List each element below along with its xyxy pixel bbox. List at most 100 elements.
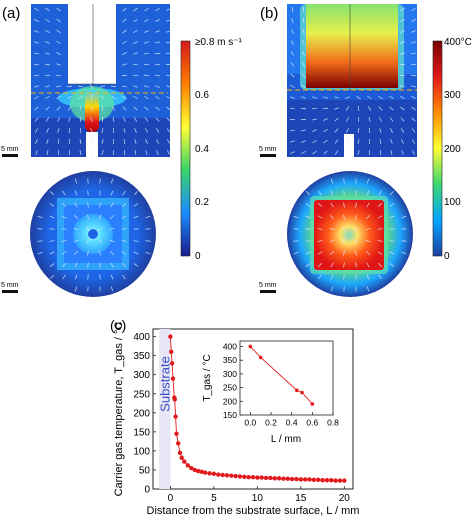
panel-b-scale-text-bottom: 5 mm xyxy=(259,282,277,289)
main-data-point xyxy=(216,472,221,477)
main-data-point xyxy=(199,469,204,475)
panel-b-scale-text-top: 5 mm xyxy=(259,146,277,153)
panel-a-colorbar-tick-3: 0.2 xyxy=(195,197,209,208)
main-y-tick-label: 0 xyxy=(144,485,150,496)
main-data-point xyxy=(255,475,260,480)
main-data-point xyxy=(182,459,187,464)
main-data-point xyxy=(189,465,194,471)
main-data-point xyxy=(281,476,286,481)
main-data-point xyxy=(211,471,217,476)
main-x-tick-label: 0 xyxy=(168,493,174,504)
inset-y-axis-label: T_gas / °C xyxy=(202,354,213,401)
panel-a-scale-bar-top: 5 mm xyxy=(1,146,19,157)
main-data-point xyxy=(233,473,238,479)
main-data-point xyxy=(250,474,256,480)
main-data-point xyxy=(173,414,178,419)
main-y-tick-label: 350 xyxy=(133,351,150,362)
main-data-point xyxy=(196,468,201,474)
inset-chart: 0.0 0.2 0.4 0.6 0.8 150 200 250 300 350 400 L / mm… xyxy=(202,340,339,445)
inset-y-tick-label: 150 xyxy=(223,410,237,420)
main-x-tick-label: 15 xyxy=(295,493,307,504)
inset-data-point xyxy=(300,390,304,395)
main-data-point xyxy=(169,361,175,366)
panel-a-scale-text-bottom: 5 mm xyxy=(1,282,19,289)
main-data-point xyxy=(185,463,190,468)
main-y-tick-label: 100 xyxy=(133,446,150,457)
panel-c: (c) Substrate 0 5 10 15 20050100150200250300… xyxy=(110,317,359,517)
main-data-point xyxy=(242,474,247,480)
inset-chart-frame xyxy=(239,340,334,416)
panel-a-colorbar-tick-1: 0.6 xyxy=(195,90,209,101)
inset-x-tick-label: 0.8 xyxy=(327,418,339,428)
main-data-point xyxy=(174,431,179,436)
panel-a-scale-text-top: 5 mm xyxy=(1,146,19,153)
main-x-tick-label: 10 xyxy=(252,493,264,504)
inset-x-axis-label: L / mm xyxy=(271,434,301,445)
main-data-point xyxy=(311,477,317,483)
main-data-point xyxy=(337,478,343,483)
panel-a-colorbar-tick-0: ≥0.8 m s⁻¹ xyxy=(195,37,243,48)
main-data-point xyxy=(329,478,334,483)
panel-b: (b) 5 mm 5 mm 4 xyxy=(259,4,472,297)
main-y-tick-label: 400 xyxy=(133,332,150,343)
substrate-label: Substrate xyxy=(158,356,173,412)
main-data-point xyxy=(272,476,277,481)
panel-b-temperature-field-side xyxy=(287,4,417,157)
main-data-point xyxy=(294,476,299,482)
panel-a-colorbar-scale xyxy=(180,40,191,257)
substrate-band xyxy=(159,329,171,489)
panel-a-label: (a) xyxy=(2,5,20,22)
main-y-tick-label: 250 xyxy=(133,389,150,400)
main-y-tick-label: 50 xyxy=(139,465,151,476)
main-data-point xyxy=(179,455,184,460)
panel-b-scale-bar-bottom: 5 mm xyxy=(259,282,277,293)
panel-b-colorbar-tick-3: 100 xyxy=(444,197,461,208)
panel-b-colorbar-scale xyxy=(432,40,443,257)
inset-x-tick-label: 0.6 xyxy=(306,418,318,428)
main-data-point xyxy=(202,470,208,475)
inset-x-tick-label: 0.0 xyxy=(244,418,256,428)
main-data-point xyxy=(229,473,234,478)
main-data-point xyxy=(333,478,338,483)
main-data-point xyxy=(224,473,230,478)
panel-b-colorbar: 400°C 300 200 100 0 xyxy=(432,37,472,262)
panel-b-colorbar-tick-4: 0 xyxy=(444,251,450,262)
main-data-point xyxy=(268,475,273,481)
main-x-tick-label: 5 xyxy=(211,493,217,504)
main-y-tick-label: 150 xyxy=(133,427,150,438)
main-data-point xyxy=(168,334,173,339)
panel-b-temperature-field-top xyxy=(287,171,413,297)
main-data-point xyxy=(285,476,290,481)
main-data-point xyxy=(172,397,177,402)
panel-a-scale-bar-bottom: 5 mm xyxy=(1,282,19,293)
panel-b-colorbar-tick-0: 400°C xyxy=(444,37,472,48)
inset-y-tick-label: 250 xyxy=(223,383,237,393)
inset-data-point xyxy=(295,388,299,393)
main-data-point xyxy=(302,477,308,482)
main-data-point xyxy=(170,376,176,381)
panel-b-colorbar-tick-1: 300 xyxy=(444,90,461,101)
panel-a-velocity-field-side xyxy=(31,4,172,157)
panel-a-colorbar-tick-2: 0.4 xyxy=(195,144,209,155)
main-data-point xyxy=(263,475,269,481)
main-data-point xyxy=(246,474,251,480)
inset-y-tick-label: 400 xyxy=(223,341,237,351)
panel-a-colorbar: ≥0.8 m s⁻¹ 0.6 0.4 0.2 0 xyxy=(180,37,243,262)
inset-data-point xyxy=(258,355,263,360)
main-data-point xyxy=(259,475,264,480)
main-data-point xyxy=(192,467,197,473)
panel-b-label: (b) xyxy=(260,5,278,22)
panel-a: (a) 5 mm xyxy=(1,4,243,297)
main-y-tick-label: 200 xyxy=(133,408,150,419)
main-x-tick-label: 20 xyxy=(339,493,351,504)
main-data-point xyxy=(177,450,183,456)
main-data-point xyxy=(342,478,347,483)
main-data-point xyxy=(324,478,330,483)
inset-x-tick-label: 0.2 xyxy=(265,418,277,428)
inset-data-point xyxy=(248,344,253,349)
main-y-axis-label: Carrier gas temperature, T_gas / °C xyxy=(113,322,125,497)
inset-data-point xyxy=(310,402,315,406)
panel-c-label: (c) xyxy=(110,317,126,333)
inset-y-tick-label: 350 xyxy=(223,355,237,365)
